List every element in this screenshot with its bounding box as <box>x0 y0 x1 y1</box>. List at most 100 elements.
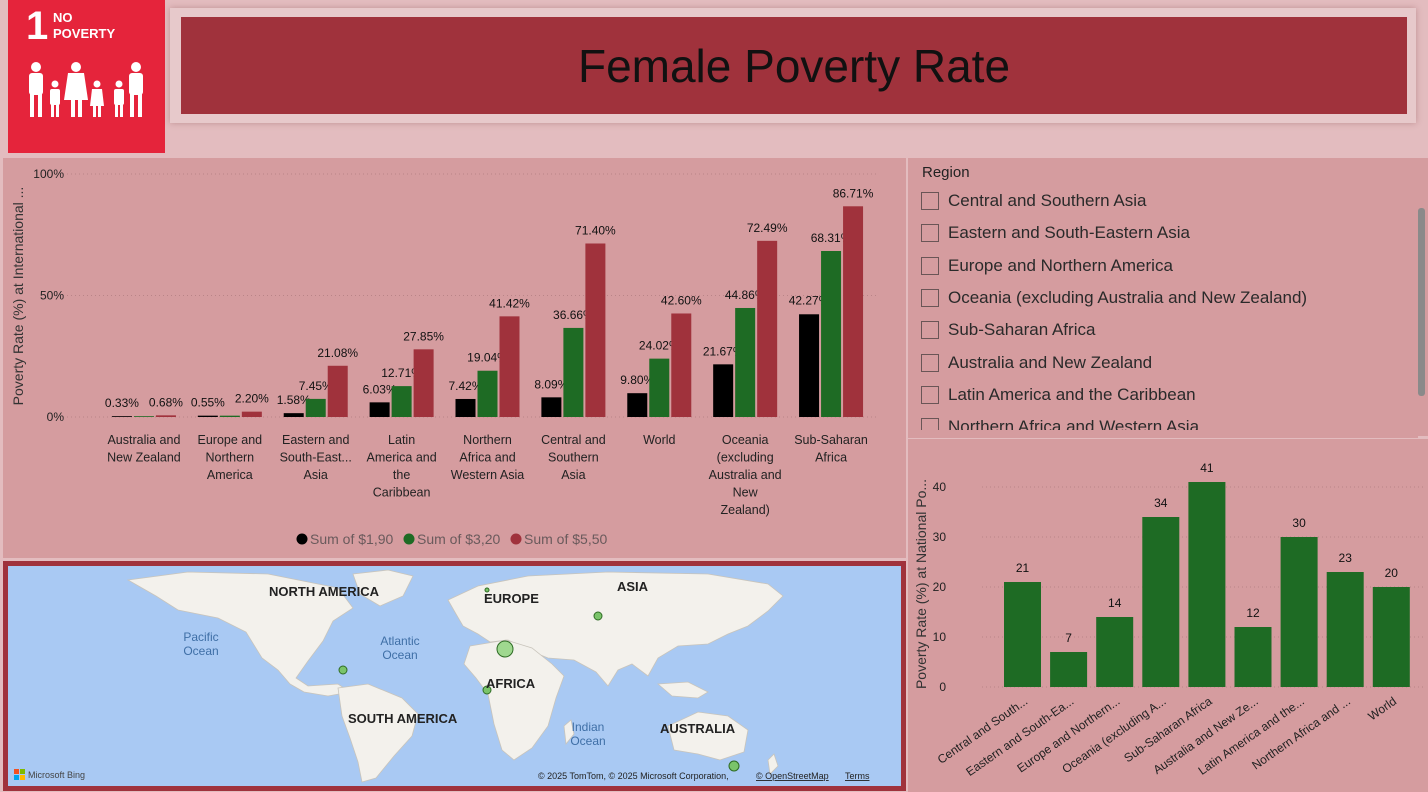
land-new-zealand <box>767 753 779 775</box>
bubble-europe[interactable] <box>484 587 490 593</box>
bar[interactable] <box>1326 572 1364 687</box>
slicer-item[interactable]: Central and Southern Asia <box>921 189 1146 213</box>
data-label: 7 <box>1065 631 1072 645</box>
slicer-item[interactable]: Eastern and South-Eastern Asia <box>921 221 1190 245</box>
bar[interactable] <box>585 243 606 417</box>
bubble-latin-america[interactable] <box>338 665 348 675</box>
map-canvas[interactable]: NORTH AMERICA EUROPE ASIA AFRICA SOUTH A… <box>8 566 901 786</box>
slicer-scrollbar[interactable] <box>1418 208 1425 396</box>
slicer-checkbox[interactable] <box>921 192 939 210</box>
bar[interactable] <box>499 316 520 417</box>
data-label: 41.42% <box>489 296 530 310</box>
x-tick-label: Latin <box>388 433 415 447</box>
bar[interactable] <box>713 364 734 417</box>
bar[interactable] <box>757 240 778 417</box>
y-tick-label: 100% <box>33 167 64 181</box>
bar[interactable] <box>671 313 692 417</box>
x-tick-label: Central and <box>541 433 606 447</box>
bar[interactable] <box>735 307 756 417</box>
x-tick-label: Caribbean <box>373 486 431 500</box>
bar[interactable] <box>197 415 218 417</box>
bubble-north-africa[interactable] <box>496 640 514 658</box>
bar[interactable] <box>327 365 348 417</box>
x-tick-label: New Zealand <box>107 451 181 465</box>
slicer-checkbox[interactable] <box>921 386 939 404</box>
bar[interactable] <box>843 206 864 417</box>
map-label-asia: ASIA <box>617 579 649 594</box>
bubble-asia[interactable] <box>593 611 603 621</box>
slicer-checkbox[interactable] <box>921 289 939 307</box>
bar[interactable] <box>155 415 176 417</box>
bar[interactable] <box>369 402 390 417</box>
slicer-item[interactable]: Sub-Saharan Africa <box>921 318 1095 342</box>
bar[interactable] <box>241 411 262 417</box>
slicer-item[interactable]: Oceania (excluding Australia and New Zea… <box>921 286 1307 310</box>
bar[interactable] <box>1188 482 1226 687</box>
legend-label[interactable]: Sum of $3,20 <box>417 531 500 547</box>
slicer-item-label: Central and Southern Asia <box>948 191 1147 210</box>
bar[interactable] <box>1142 517 1180 687</box>
bar[interactable] <box>649 358 670 417</box>
bar[interactable] <box>111 416 132 417</box>
slicer-checkbox[interactable] <box>921 257 939 275</box>
legend-marker[interactable] <box>403 533 415 545</box>
data-label: 24.02% <box>639 339 680 353</box>
slicer-checkbox[interactable] <box>921 354 939 372</box>
bubble-sub-saharan[interactable] <box>482 685 492 695</box>
bar[interactable] <box>391 386 412 417</box>
bar[interactable] <box>1372 587 1410 687</box>
x-tick-label: the <box>393 468 410 482</box>
bar[interactable] <box>1096 617 1134 687</box>
osm-link[interactable]: © OpenStreetMap <box>756 771 829 781</box>
terms-link[interactable]: Terms <box>845 771 870 781</box>
data-label: 44.86% <box>725 288 766 302</box>
data-label: 27.85% <box>403 329 444 343</box>
bar[interactable] <box>283 413 304 417</box>
bar[interactable] <box>1050 652 1088 687</box>
bar[interactable] <box>477 370 498 417</box>
x-tick-label: Eastern and <box>282 433 349 447</box>
bar[interactable] <box>455 398 476 417</box>
slicer-checkbox[interactable] <box>921 224 939 242</box>
bar[interactable] <box>799 314 820 417</box>
x-tick-label: New <box>733 486 759 500</box>
data-label: 0.55% <box>191 396 225 410</box>
bar[interactable] <box>627 393 648 417</box>
legend-label[interactable]: Sum of $1,90 <box>310 531 393 547</box>
bar[interactable] <box>541 397 562 417</box>
data-label: 0.68% <box>149 395 183 409</box>
bar[interactable] <box>305 398 326 417</box>
bar[interactable] <box>413 349 434 417</box>
land-madagascar <box>563 719 575 746</box>
title-card: Female Poverty Rate <box>170 8 1416 123</box>
y-tick-label: 10 <box>933 630 947 644</box>
map-label-pacific-2: Ocean <box>183 644 218 658</box>
data-label: 6.03% <box>363 382 397 396</box>
slicer-item[interactable]: Europe and Northern America <box>921 254 1173 278</box>
x-tick-label: World <box>1365 694 1399 723</box>
bar[interactable] <box>219 415 240 417</box>
legend-marker[interactable] <box>296 533 308 545</box>
family-icon <box>29 62 143 117</box>
x-tick-label: Northern <box>206 451 255 465</box>
x-tick-label: America <box>207 468 253 482</box>
bubble-oceania[interactable] <box>728 760 740 772</box>
bar[interactable] <box>1234 627 1272 687</box>
bar[interactable] <box>133 416 154 417</box>
slicer-checkbox[interactable] <box>921 321 939 339</box>
map-label-atlantic-2: Ocean <box>382 648 417 662</box>
slicer-item[interactable]: Latin America and the Caribbean <box>921 383 1196 407</box>
slicer-item-label: Sub-Saharan Africa <box>948 320 1096 339</box>
data-label: 19.04% <box>467 351 508 365</box>
slicer-item[interactable]: Australia and New Zealand <box>921 351 1152 375</box>
bar[interactable] <box>1280 537 1318 687</box>
world-map[interactable]: NORTH AMERICA EUROPE ASIA AFRICA SOUTH A… <box>3 561 906 791</box>
bar[interactable] <box>563 327 584 417</box>
data-label: 71.40% <box>575 223 616 237</box>
legend-marker[interactable] <box>510 533 522 545</box>
legend-label[interactable]: Sum of $5,50 <box>524 531 607 547</box>
bar[interactable] <box>1004 582 1041 687</box>
bar[interactable] <box>821 251 842 417</box>
y-tick-label: 0 <box>939 680 946 694</box>
data-label: 12 <box>1246 606 1260 620</box>
